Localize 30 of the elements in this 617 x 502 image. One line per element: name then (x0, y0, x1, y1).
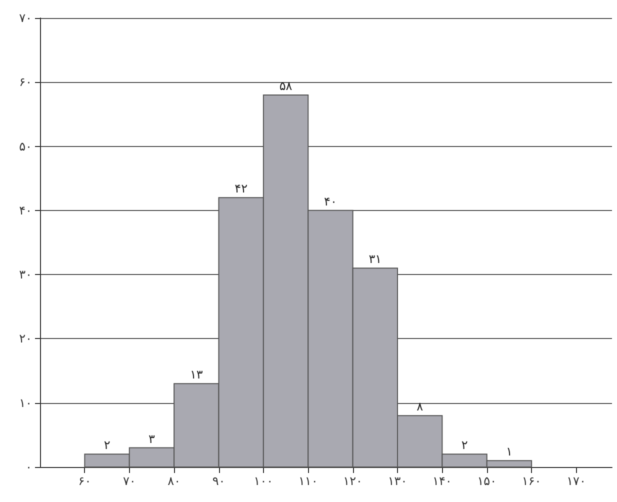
data-label: ۲ (461, 438, 468, 452)
x-tick-label: ۱۱۰ (298, 474, 318, 488)
x-tick-label: ۱۳۰ (388, 474, 408, 488)
data-label: ۴۲ (234, 182, 248, 196)
data-label: ۲ (104, 438, 110, 452)
data-label: ۱ (506, 444, 512, 459)
y-tick-label: ۲۰ (19, 332, 32, 346)
y-tick-label: ۳۰ (19, 268, 32, 282)
x-tick-label: ۱۲۰ (343, 474, 362, 488)
x-tick-label: ۹۰ (212, 474, 226, 488)
x-tick-label: ۸۰ (168, 474, 181, 488)
y-tick-label: ۵۰ (19, 139, 32, 154)
data-label: ۳ (148, 432, 156, 446)
y-tick-label: ۷۰ (19, 11, 32, 25)
y-tick-label: ۴۰ (19, 203, 32, 218)
x-tick-label: ۶۰ (78, 474, 92, 488)
data-label: ۴۰ (324, 194, 337, 208)
data-label: ۸ (416, 400, 424, 414)
data-label: ۱۳ (190, 368, 204, 382)
y-tick-label: ۶۰ (19, 75, 32, 90)
data-label: ۵۸ (279, 78, 293, 93)
y-tick-label: ۱۰ (19, 396, 32, 410)
x-tick-label: ۱۴۰ (432, 474, 452, 488)
x-tick-label: ۱۰۰ (254, 474, 274, 488)
x-tick-label: ۷۰ (122, 474, 136, 488)
data-label: ۳۱ (368, 252, 382, 266)
x-tick-label: ۱۶۰ (522, 474, 542, 488)
x-tick-label: ۱۵۰ (477, 474, 497, 488)
y-tick-label: ۰ (26, 460, 32, 474)
x-tick-label: ۱۷۰ (566, 474, 586, 488)
